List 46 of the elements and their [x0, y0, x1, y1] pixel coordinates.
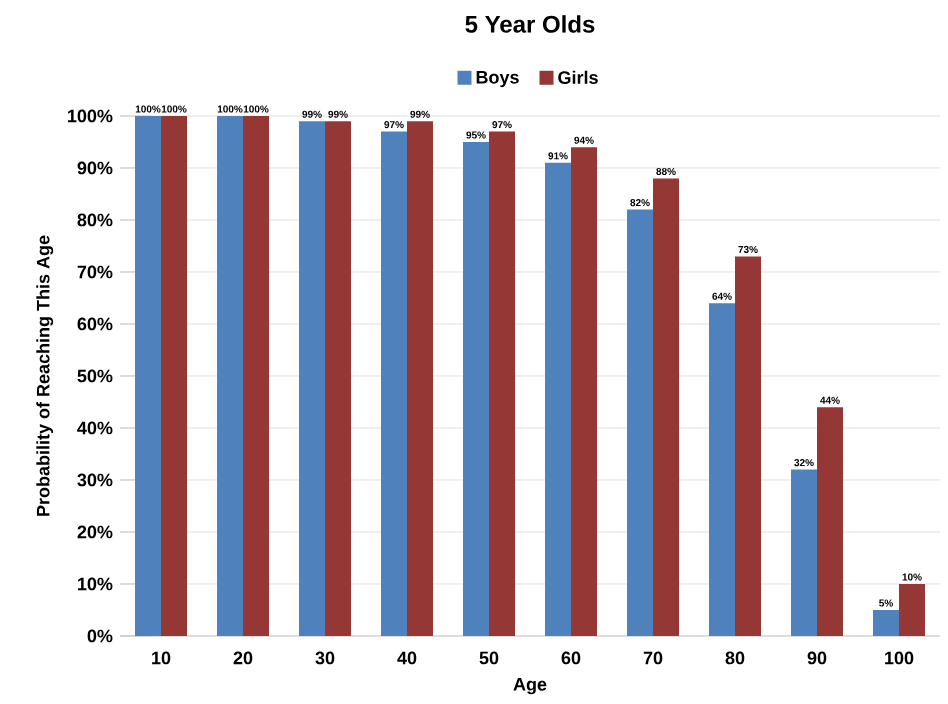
- bar: [817, 407, 843, 636]
- bar: [873, 609, 899, 636]
- bar: [217, 115, 244, 636]
- y-tick-label: 60%: [77, 317, 113, 331]
- bar: [243, 115, 270, 636]
- y-tick-label: 10%: [78, 577, 113, 591]
- y-tick-label: 80%: [77, 213, 113, 227]
- bar: [161, 115, 188, 636]
- x-tick-label: 70: [643, 651, 663, 665]
- bar: [899, 583, 925, 636]
- bar: [545, 162, 571, 636]
- bar: [571, 147, 598, 636]
- legend-label: Girls: [558, 70, 598, 84]
- bar: [653, 178, 680, 636]
- legend-label: Boys: [476, 71, 519, 88]
- chart-title: 5 Year Olds: [465, 15, 595, 33]
- bar: [463, 141, 490, 636]
- x-tick-label: 30: [315, 651, 335, 665]
- y-tick-label: 90%: [77, 161, 113, 175]
- y-axis-title: Probability of Reaching This Age: [36, 235, 54, 516]
- bar: [135, 115, 162, 636]
- bar: [627, 209, 653, 636]
- x-tick-label: 10: [152, 651, 171, 665]
- x-tick-label: 20: [233, 651, 253, 665]
- x-axis-title: Age: [513, 678, 547, 695]
- bar: [791, 469, 817, 636]
- x-tick-label: 40: [397, 651, 417, 665]
- y-tick-label: 70%: [77, 265, 113, 279]
- bar: [407, 121, 434, 636]
- bar: [381, 131, 408, 636]
- y-tick-label: 100%: [68, 109, 113, 123]
- x-tick-label: 60: [561, 651, 581, 665]
- bar: [735, 256, 762, 636]
- x-tick-label: 80: [725, 651, 745, 665]
- x-tick-label: 50: [479, 651, 499, 665]
- x-tick-label: 100: [885, 651, 914, 665]
- bar: [489, 131, 516, 636]
- y-tick-label: 20%: [77, 525, 113, 539]
- bar: [299, 121, 326, 636]
- y-tick-label: 40%: [77, 421, 113, 435]
- y-tick-label: 30%: [77, 473, 113, 487]
- y-tick-label: 50%: [77, 369, 113, 383]
- x-tick-label: 90: [807, 651, 827, 665]
- bar: [709, 303, 735, 636]
- y-tick-label: 0%: [87, 629, 113, 643]
- bar: [325, 121, 352, 636]
